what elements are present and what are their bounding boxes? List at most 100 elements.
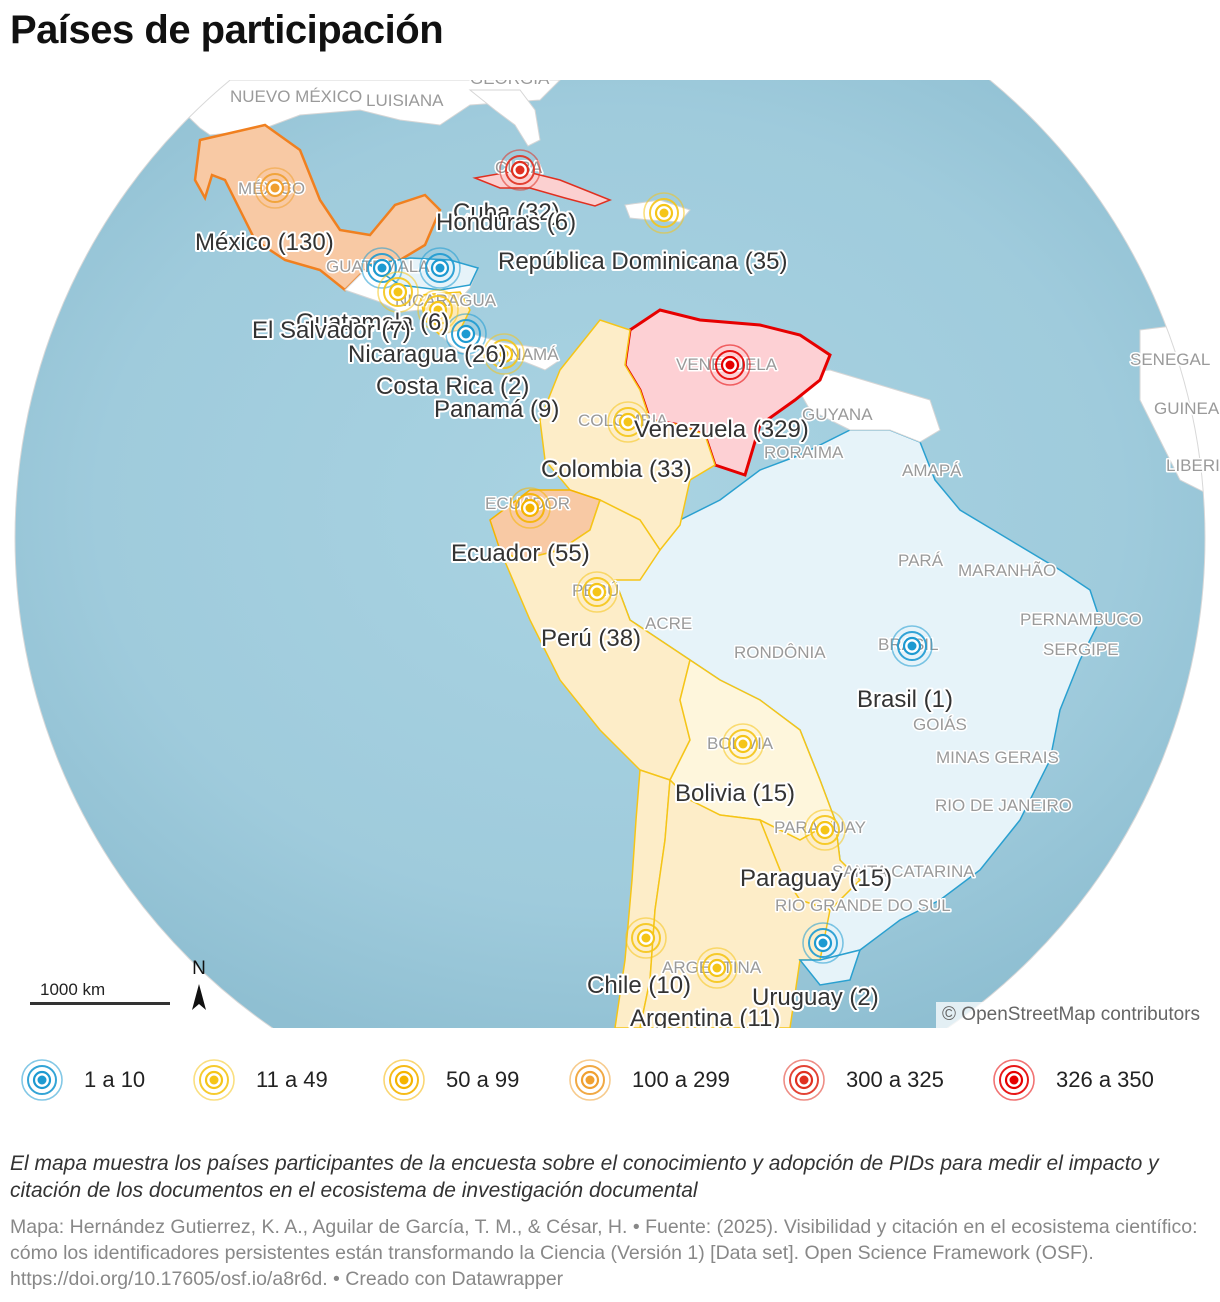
legend-label: 11 a 49 (256, 1067, 328, 1092)
region-label-minas-gerais: MINAS GERAIS (936, 748, 1059, 767)
marker-chile[interactable] (625, 917, 667, 959)
marker-costa-rica[interactable] (445, 313, 487, 355)
country-peru[interactable] (498, 498, 691, 781)
country-label-nicaragua[interactable]: Nicaragua (26) (346, 339, 509, 370)
marker-panamá[interactable] (417, 289, 459, 331)
marker-nicaragua[interactable] (483, 333, 525, 375)
region-label-pernambuco: PERNAMBUCO (1020, 610, 1142, 629)
region-label-guinea: GUINEA (1154, 399, 1220, 418)
region-label-sergipe: SERGIPE (1043, 640, 1119, 659)
country-markers (254, 149, 933, 989)
legend-item: 50 a 99 (380, 1058, 519, 1102)
legend-label: 50 a 99 (446, 1067, 520, 1092)
region-label-senegal: SENEGAL (1130, 350, 1210, 369)
legend-symbol-icon (21, 1059, 63, 1101)
legend-label: 100 a 299 (632, 1067, 730, 1092)
chart-title: Países de participación (10, 8, 444, 52)
marker-bolivia[interactable] (722, 723, 764, 765)
country-label-bolivia[interactable]: Bolivia (15) (673, 778, 797, 809)
country-label-venezuela[interactable]: Venezuela (329) (632, 414, 811, 445)
country-label-peru[interactable]: Perú (38) (539, 623, 643, 654)
legend: 1 a 10 11 a 49 50 a 99 100 a 299 300 a 325 32… (18, 1058, 1218, 1102)
marker-cuba[interactable] (499, 149, 541, 191)
marker-el-salvador[interactable] (377, 271, 419, 313)
chart-source[interactable]: Mapa: Hernández Gutierrez, K. A., Aguila… (10, 1216, 1198, 1290)
marker-guatemala[interactable] (361, 247, 403, 289)
region-label-acre: ACRE (645, 614, 692, 633)
region-label-georgia: GEORGIA (470, 80, 550, 88)
marker-perú[interactable] (576, 571, 618, 613)
globe-rim (14, 80, 1206, 1028)
marker-honduras[interactable] (419, 247, 461, 289)
country-guyanas[interactable] (789, 369, 941, 443)
legend-label: 1 a 10 (84, 1067, 146, 1092)
country-label-argentina[interactable]: Argentina (11) (628, 1003, 782, 1028)
region-label-rio-de-janeiro: RIO DE JANEIRO (935, 796, 1072, 815)
legend-symbol-icon (783, 1059, 825, 1101)
land-usa (148, 80, 562, 136)
region-label-luisiana: LUISIANA (366, 91, 444, 110)
country-label-paraguay[interactable]: Paraguay (15) (738, 863, 894, 894)
marker-brasil[interactable] (891, 625, 933, 667)
country-label-mexico[interactable]: México (130) (193, 227, 336, 258)
legend-marker[interactable] (569, 1059, 611, 1101)
scale-bar-label: 1000 km (40, 980, 106, 999)
country-labels: México (130) Cuba (32) Honduras (6) Repú… (193, 197, 955, 1028)
region-label-santa-catarina: SANTA CATARINA (832, 862, 975, 881)
legend-marker[interactable] (193, 1059, 235, 1101)
north-arrow-icon: N (192, 958, 206, 1010)
legend-item: 300 a 325 (780, 1058, 944, 1102)
legend-marker[interactable] (993, 1059, 1035, 1101)
region-label-nicaragua: NICARAGUA (395, 291, 497, 310)
marker-venezuela[interactable] (709, 344, 751, 386)
country-label-costa-rica[interactable]: Costa Rica (2) (374, 371, 531, 402)
map-canvas[interactable]: NUEVO MÉXICO LUISIANA GEORGIA MÉXICO CUB… (0, 80, 1220, 1028)
region-label-roraima: RORAIMA (764, 443, 844, 462)
country-label-panama[interactable]: Panamá (9) (432, 394, 561, 425)
country-label-republica-dominicana[interactable]: República Dominicana (35) (496, 246, 789, 277)
marker-paraguay[interactable] (804, 809, 846, 851)
marker-méxico[interactable] (254, 167, 296, 209)
legend-symbol-icon (383, 1059, 425, 1101)
country-label-brasil[interactable]: Brasil (1) (855, 684, 955, 715)
marker-colombia[interactable] (607, 401, 649, 443)
north-label: N (192, 958, 206, 979)
legend-symbol-icon (993, 1059, 1035, 1101)
region-label-nuevo-mexico: NUEVO MÉXICO (230, 87, 362, 106)
marker-argentina[interactable] (696, 947, 738, 989)
legend-item: 100 a 299 (566, 1058, 730, 1102)
chart-caption: El mapa muestra los países participantes… (10, 1152, 1159, 1202)
region-label-rondonia: RONDÔNIA (734, 643, 826, 662)
region-label-rio-grande-do-sul: RIO GRANDE DO SUL (775, 896, 951, 915)
scale-bar-line (30, 1002, 170, 1005)
legend-item: 326 a 350 (990, 1058, 1154, 1102)
legend-label: 326 a 350 (1056, 1067, 1154, 1092)
region-label-maranhao: MARANHÃO (958, 561, 1056, 580)
country-uruguay[interactable] (798, 948, 862, 986)
country-label-uruguay[interactable]: Uruguay (2) (750, 982, 881, 1013)
region-label-guyana: GUYANA (802, 405, 873, 424)
marker-república-dominicana[interactable] (643, 192, 685, 234)
region-label-amapa: AMAPÁ (902, 461, 962, 480)
map-attribution[interactable]: © OpenStreetMap contributors (936, 1002, 1206, 1028)
country-label-el-salvador[interactable]: El Salvador (7) (250, 315, 413, 346)
legend-marker[interactable] (783, 1059, 825, 1101)
legend-label: 300 a 325 (846, 1067, 944, 1092)
region-label-goias: GOIÁS (913, 715, 967, 734)
legend-symbol-icon (193, 1059, 235, 1101)
country-label-honduras[interactable]: Honduras (6) (434, 207, 578, 238)
country-label-colombia[interactable]: Colombia (33) (539, 454, 694, 485)
legend-item: 11 a 49 (190, 1058, 328, 1102)
legend-item: 1 a 10 (18, 1058, 145, 1102)
legend-marker[interactable] (21, 1059, 63, 1101)
marker-ecuador[interactable] (509, 487, 551, 529)
region-label-liberia: LIBERIA (1166, 456, 1220, 475)
land-florida (468, 89, 541, 147)
country-label-cuba[interactable]: Cuba (32) (451, 197, 562, 228)
country-label-ecuador[interactable]: Ecuador (55) (449, 538, 592, 569)
country-label-guatemala[interactable]: Guatemala (6) (294, 307, 451, 338)
legend-marker[interactable] (383, 1059, 425, 1101)
legend-symbol-icon (569, 1059, 611, 1101)
marker-uruguay[interactable] (802, 922, 844, 964)
country-label-chile[interactable]: Chile (10) (585, 970, 693, 1001)
